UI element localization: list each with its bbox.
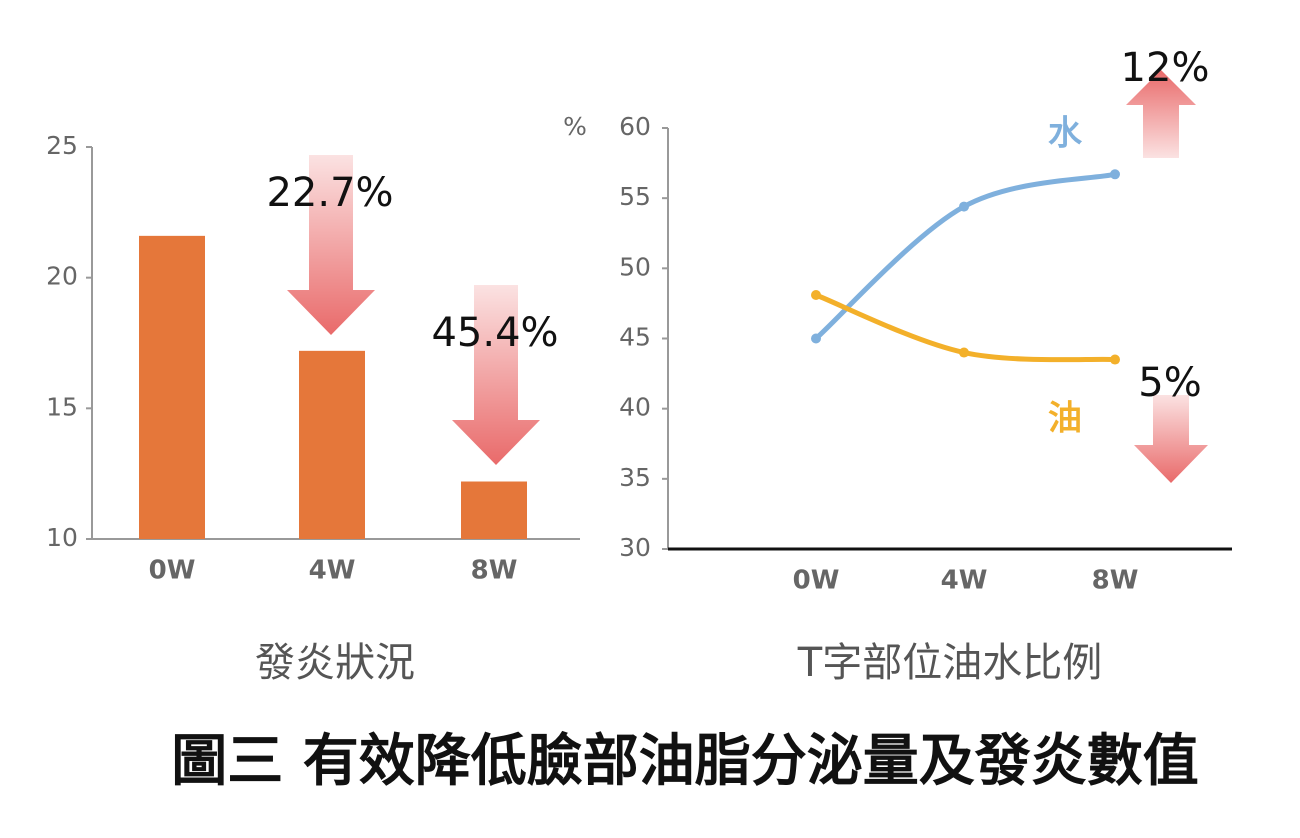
- y-tick-label: 30: [619, 533, 651, 562]
- series-label: 油: [1048, 399, 1082, 439]
- annotation: 12%: [1121, 45, 1210, 91]
- point: [811, 333, 821, 344]
- y-tick-label: 25: [46, 131, 78, 160]
- bar: [461, 481, 527, 539]
- annotation: 22.7%: [266, 170, 393, 216]
- series-label: 水: [1048, 114, 1083, 154]
- x-tick-label: 0W: [149, 556, 196, 586]
- annotation: 45.4%: [431, 310, 558, 356]
- point: [1110, 354, 1120, 365]
- y-tick-label: 35: [619, 463, 651, 492]
- y-tick-label: 40: [619, 393, 651, 422]
- y-tick-label: 15: [46, 392, 78, 421]
- x-tick-label: 8W: [1092, 566, 1139, 596]
- bar: [139, 235, 205, 539]
- point: [1110, 169, 1120, 180]
- x-tick-label: 8W: [471, 556, 518, 586]
- x-tick-label: 0W: [793, 566, 840, 596]
- x-tick-label: 4W: [941, 566, 988, 596]
- y-tick-label: 55: [619, 182, 651, 211]
- y-tick-label: 50: [619, 252, 651, 281]
- y-tick-label: 10: [46, 523, 78, 552]
- chart-title: T字部位油水比例: [797, 640, 1102, 686]
- y-tick-label: 60: [619, 112, 651, 141]
- down-arrow: [452, 285, 540, 465]
- down-arrow: [287, 155, 375, 335]
- bar: [299, 350, 365, 539]
- x-tick-label: 4W: [309, 556, 356, 586]
- chart-title: 發炎狀況: [255, 640, 415, 686]
- caption: 圖三 有效降低臉部油脂分泌量及發炎數值: [171, 729, 1199, 794]
- y-axis-label: %: [563, 112, 587, 141]
- down-arrow: [1134, 395, 1208, 483]
- up-arrow: [1126, 70, 1196, 158]
- point: [811, 289, 821, 300]
- point: [959, 347, 969, 358]
- annotation: 5%: [1138, 360, 1201, 406]
- y-tick-label: 20: [46, 262, 78, 291]
- point: [959, 201, 969, 212]
- y-tick-label: 45: [619, 323, 651, 352]
